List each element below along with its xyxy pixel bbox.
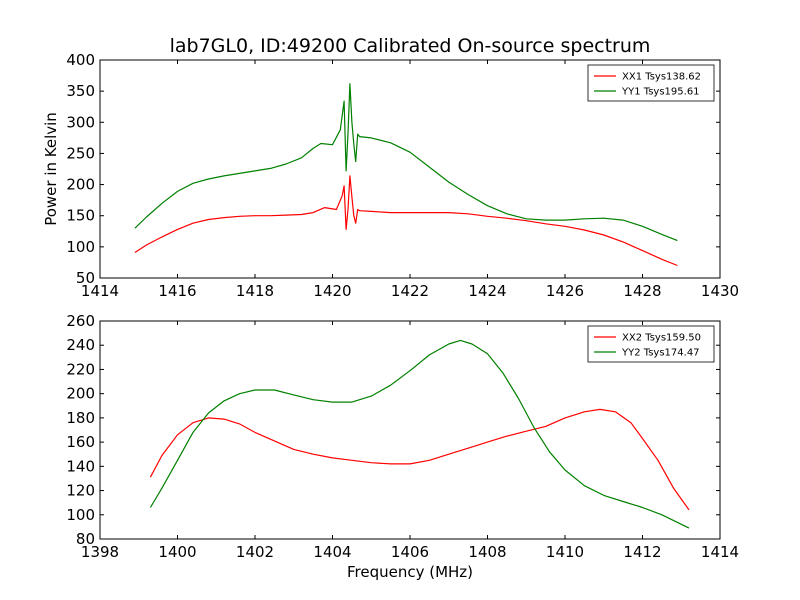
y-tick-label: 80 xyxy=(76,530,95,548)
x-tick-label: 1408 xyxy=(468,543,506,561)
y-tick-label: 150 xyxy=(66,207,95,225)
x-tick-label: 1430 xyxy=(701,282,739,300)
series-line-2-2 xyxy=(149,339,690,529)
y-tick-label: 400 xyxy=(66,51,95,69)
x-tick-label: 1422 xyxy=(391,282,429,300)
x-tick-label: 1410 xyxy=(546,543,584,561)
y-tick-label: 160 xyxy=(66,433,95,451)
x-tick-label: 1404 xyxy=(313,543,351,561)
legend-1: XX1 Tsys138.62 YY1 Tsys195.61 xyxy=(587,64,715,102)
x-tick-label: 1416 xyxy=(158,282,196,300)
y-tick-label: 100 xyxy=(66,238,95,256)
legend-box xyxy=(587,64,715,102)
legend-label: YY1 Tsys195.61 xyxy=(621,87,700,98)
series-line-1-1 xyxy=(134,175,678,267)
legend-2: XX2 Tsys159.50 YY2 Tsys174.47 xyxy=(587,325,715,363)
x-tick-label: 1418 xyxy=(236,282,274,300)
x-tick-label: 1400 xyxy=(158,543,196,561)
y-axis-label: Power in Kelvin xyxy=(42,112,60,226)
y-tick-label: 120 xyxy=(66,482,95,500)
y-tick-label: 220 xyxy=(66,360,95,378)
top-subplot: 1414 1416 1418 1420 1422 1424 1426 1428 1430 50 10… xyxy=(66,51,739,300)
y-tick-label: 140 xyxy=(66,457,95,475)
y-tick-label: 350 xyxy=(66,82,95,100)
y-tick-label: 50 xyxy=(76,269,95,287)
y-tick-label: 200 xyxy=(66,176,95,194)
x-tick-label: 1398 xyxy=(81,543,119,561)
bottom-subplot: 1398 1400 1402 1404 1406 1408 1410 1412 1414 80 10… xyxy=(66,312,739,561)
legend-label: YY2 Tsys174.47 xyxy=(621,348,700,359)
y-tick-label: 260 xyxy=(66,312,95,330)
y-tick-label: 180 xyxy=(66,409,95,427)
x-tick-label: 1428 xyxy=(623,282,661,300)
y-tick-label: 100 xyxy=(66,506,95,524)
x-tick-label: 1420 xyxy=(313,282,351,300)
y-tick-label: 200 xyxy=(66,385,95,403)
chart-title: lab7GL0, ID:49200 Calibrated On-source s… xyxy=(170,35,651,57)
x-axis-label: Frequency (MHz) xyxy=(347,563,473,581)
series-line-1-2 xyxy=(134,83,678,242)
x-tick-label: 1414 xyxy=(81,282,119,300)
y-tick-label: 300 xyxy=(66,113,95,131)
x-tick-label: 1402 xyxy=(236,543,274,561)
series-line-2-1 xyxy=(149,408,690,511)
legend-label: XX2 Tsys159.50 xyxy=(622,333,701,344)
y-tick-label: 240 xyxy=(66,336,95,354)
legend-box xyxy=(587,325,715,363)
x-tick-label: 1426 xyxy=(546,282,584,300)
x-tick-label: 1412 xyxy=(623,543,661,561)
legend-label: XX1 Tsys138.62 xyxy=(622,72,701,83)
x-tick-label: 1406 xyxy=(391,543,429,561)
y-tick-label: 250 xyxy=(66,144,95,162)
x-tick-label: 1424 xyxy=(468,282,506,300)
x-tick-label: 1414 xyxy=(701,543,739,561)
